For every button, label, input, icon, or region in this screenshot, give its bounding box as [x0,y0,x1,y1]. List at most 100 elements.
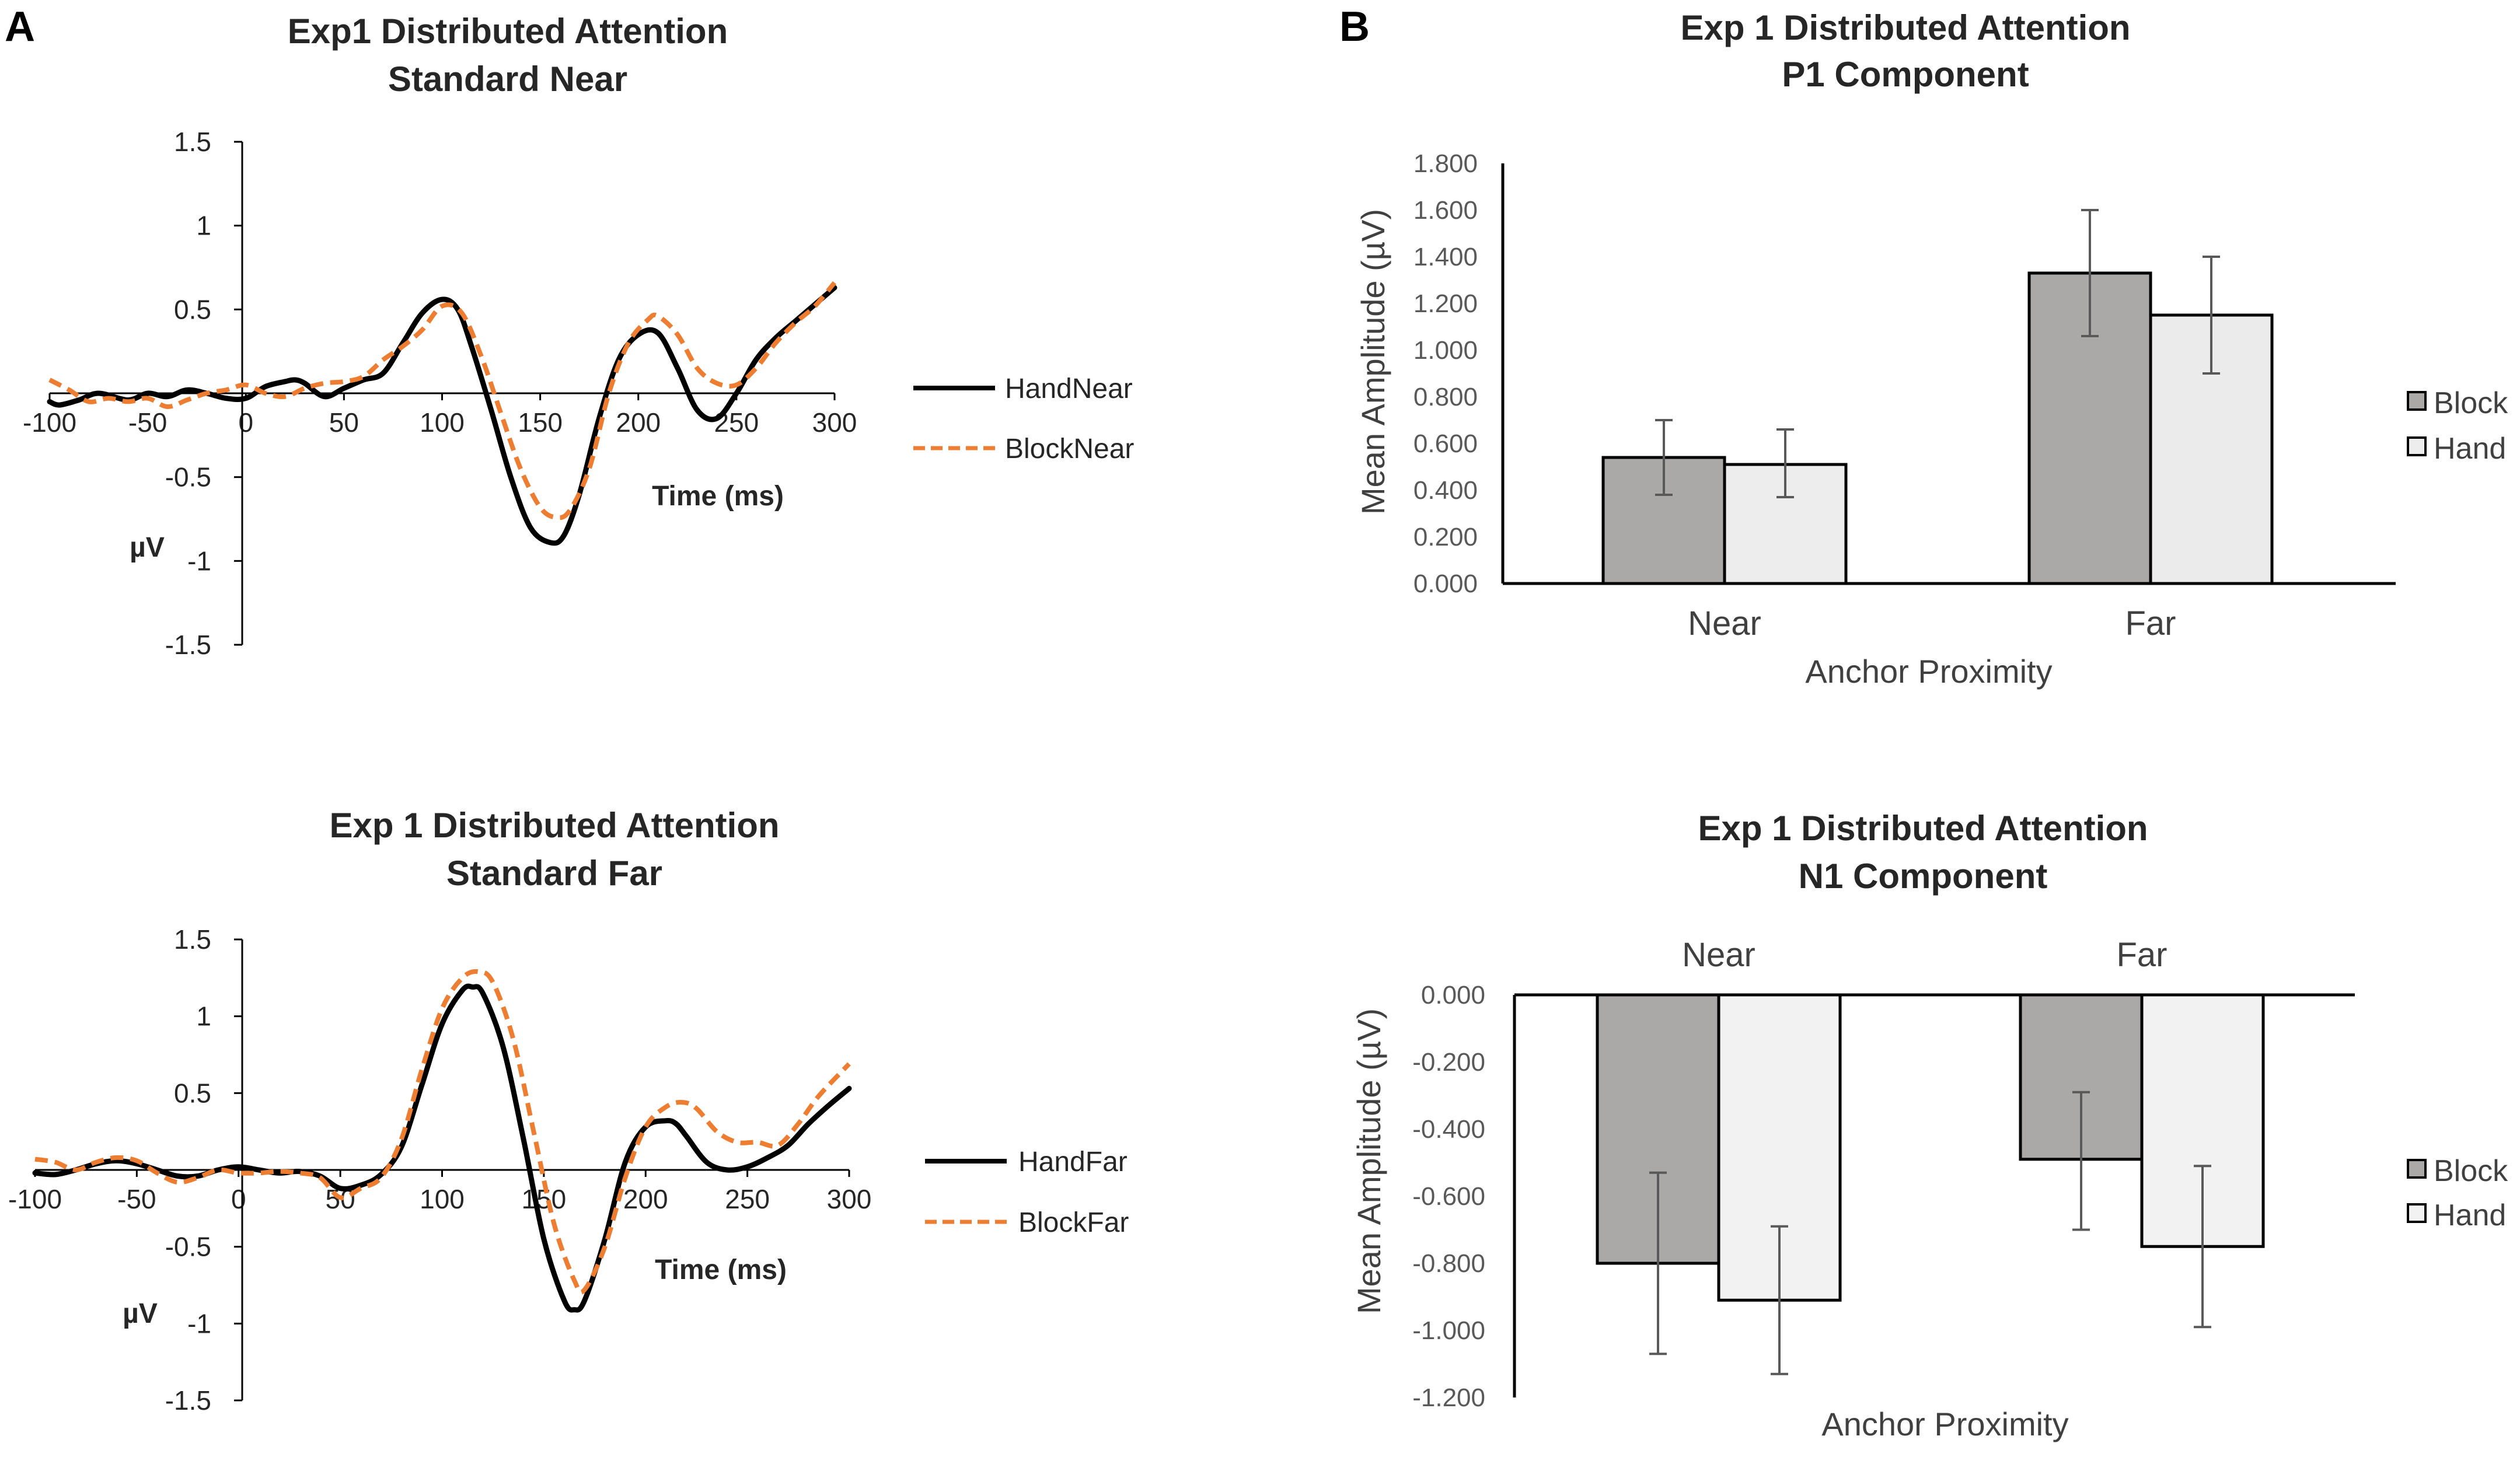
legend-swatch-hand [2407,1203,2427,1223]
y-tick-label: -0.200 [1412,1048,1485,1077]
category-label-near: Near [1688,605,1761,642]
y-tick-label: 0.000 [1421,981,1485,1009]
y-tick-label: 1.800 [1413,149,1478,178]
x-tick-label: 200 [623,1184,668,1214]
legend-swatch-block [2407,1159,2427,1179]
y-tick-label: 0.5 [174,294,211,324]
line-handnear [47,285,837,546]
x-tick-label: -100 [8,1184,62,1214]
chart-subtitle: Standard Far [446,854,662,893]
chart-title: Exp 1 Distributed Attention [1680,8,2130,47]
error-bar-block-near [1655,419,1673,496]
y-tick-label: 0.200 [1413,523,1478,551]
legend-swatch-block [2407,391,2427,411]
x-tick-label: -50 [128,407,167,438]
y-tick-label: -1.200 [1412,1383,1485,1412]
y-tick-label: 0.000 [1413,569,1478,598]
y-tick-label: -0.5 [165,1232,211,1262]
panel-label-b: B [1339,4,1370,50]
y-tick-label: 0.5 [174,1078,211,1108]
x-tick-label: 50 [329,407,359,438]
y-tick-label: 1 [196,1001,211,1032]
y-tick-label: -0.5 [165,462,211,492]
x-axis-label: Time (ms) [655,1255,787,1285]
legend-label-handnear: HandNear [1005,373,1133,404]
legend-label-blocknear: BlockNear [1005,434,1134,464]
tick-labels: 1.5 1 0.5 -0.5 -1 -1.5 -100 -50 0 50 100 150 200 250 3… [23,127,857,660]
y-tick-label: 0.600 [1413,429,1478,458]
x-tick-label: 200 [616,407,661,438]
x-tick-label: 300 [827,1184,872,1214]
error-bar-block-far [2072,1091,2090,1231]
error-bar-block-far [2081,209,2099,337]
category-label-near: Near [1682,936,1755,974]
chart-title: Exp 1 Distributed Attention [1698,809,2148,848]
chart-erp-near: Exp1 Distributed Attention Standard Near… [23,12,1134,660]
y-axis-label: µV [123,1298,158,1329]
x-tick-label: -50 [117,1184,156,1214]
legend-label-hand: Hand [2434,432,2506,466]
error-bar-hand-far [2203,256,2220,375]
bar-hand-near [1717,993,1842,1302]
error-bar-hand-near [1771,1225,1788,1375]
y-tick-label: 1.5 [174,924,211,955]
category-label-far: Far [2117,936,2168,974]
y-tick-label: -0.400 [1412,1115,1485,1144]
line-blocknear [48,281,837,520]
x-tick-label: 250 [714,407,759,438]
error-bars [1649,1091,2211,1375]
x-tick-label: 250 [725,1184,770,1214]
legend-label-block: Block [2434,386,2508,420]
error-bar-block-near [1649,1171,1667,1355]
category-label-far: Far [2125,605,2176,642]
chart-title: Exp 1 Distributed Attention [329,806,779,845]
x-tick-label: 100 [420,1184,465,1214]
error-bar-hand-near [1776,428,1794,498]
legend-label-handfar: HandFar [1018,1147,1128,1178]
y-tick-label: -1 [187,546,211,576]
y-tick-label: 1.600 [1413,196,1478,225]
tick-labels: 0.000 -0.200 -0.400 -0.600 -0.800 -1.000 -1.20… [1412,981,1485,1412]
x-axis-label: Anchor Proximity [1805,653,2052,690]
chart-n1-component: Exp 1 Distributed Attention N1 Component… [1350,809,2508,1442]
legend-swatch-hand [2407,436,2427,456]
y-tick-label: -0.800 [1412,1249,1485,1278]
y-tick-label: -1 [187,1308,211,1339]
y-tick-label: -1.000 [1412,1316,1485,1345]
error-bar-hand-far [2194,1165,2211,1329]
y-tick-label: -0.600 [1412,1182,1485,1211]
chart-subtitle: Standard Near [388,60,627,99]
x-tick-label: 150 [518,407,563,438]
legend-label-blockfar: BlockFar [1018,1207,1129,1238]
y-tick-label: 1 [196,211,211,241]
y-tick-label: 1.5 [174,127,211,157]
error-bars [1655,209,2220,498]
tick-labels: 1.800 1.600 1.400 1.200 1.000 0.800 0.600 0.400… [1413,149,1478,598]
y-tick-label: 1.200 [1413,289,1478,318]
x-tick-label: -100 [23,407,76,438]
chart-subtitle: N1 Component [1799,857,2048,896]
y-tick-label: -1.5 [165,630,211,660]
x-tick-label: 300 [812,407,857,438]
x-axis-label: Time (ms) [652,481,784,512]
bars [1601,271,2274,585]
y-tick-label: 0.800 [1413,383,1478,411]
chart-title: Exp1 Distributed Attention [288,12,728,51]
y-tick-label: 1.000 [1413,336,1478,365]
x-tick-label: 0 [231,1184,246,1214]
category-labels: Near Far [1688,605,2176,642]
panel-label-a: A [5,4,35,50]
x-axis-label: Anchor Proximity [1821,1406,2068,1442]
bars [1596,993,2265,1302]
x-tick-label: 0 [238,407,253,438]
chart-erp-far: Exp 1 Distributed Attention Standard Far… [8,806,1129,1416]
chart-subtitle: P1 Component [1782,55,2029,94]
chart-p1-component: Exp 1 Distributed Attention P1 Component… [1355,8,2508,690]
y-tick-label: -1.5 [165,1385,211,1416]
legend-label-hand: Hand [2434,1199,2506,1232]
legend-label-block: Block [2434,1154,2508,1188]
y-tick-label: 0.400 [1413,476,1478,505]
line-blockfar [34,969,851,1295]
line-handfar [32,983,852,1313]
